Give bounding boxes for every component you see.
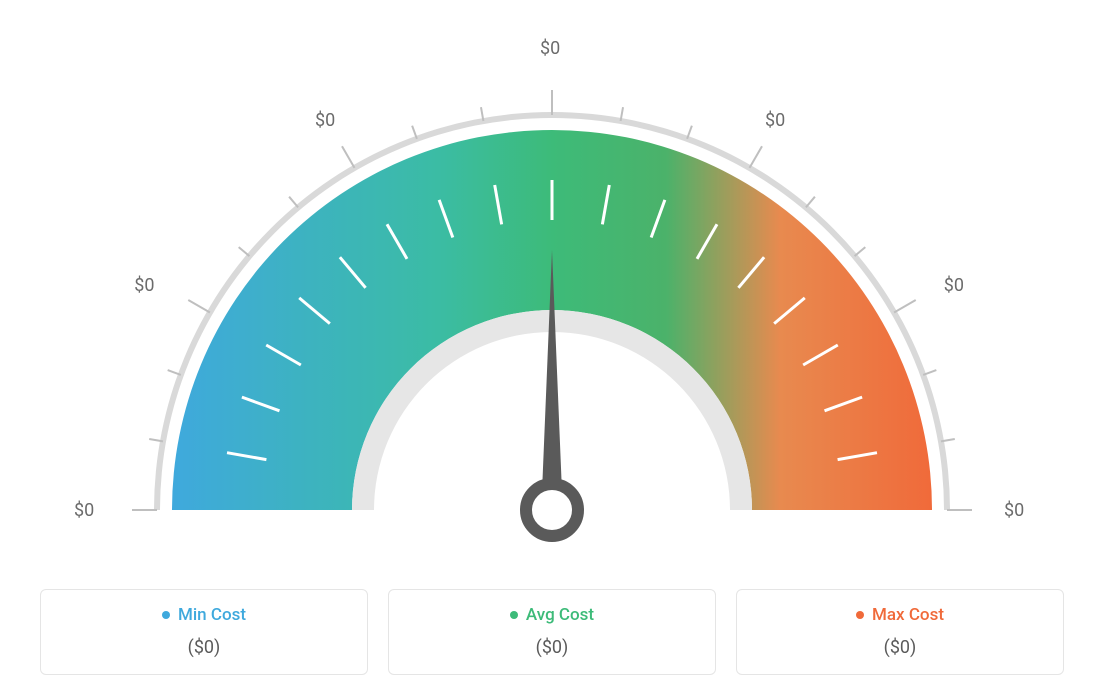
gauge-scale-label: $0 (74, 500, 94, 521)
legend-label-avg: Avg Cost (526, 605, 594, 625)
legend-title-avg: Avg Cost (510, 605, 594, 625)
legend-value-max: ($0) (747, 637, 1053, 658)
legend-value-min: ($0) (51, 637, 357, 658)
gauge-area: $0 $0 $0 $0 $0 $0 $0 (0, 0, 1104, 560)
legend-title-max: Max Cost (856, 605, 944, 625)
legend-value-avg: ($0) (399, 637, 705, 658)
legend-label-max: Max Cost (872, 605, 944, 625)
legend-dot-max (856, 611, 864, 619)
legend-label-min: Min Cost (178, 605, 246, 625)
gauge-scale-label: $0 (540, 38, 560, 59)
legend-dot-min (162, 611, 170, 619)
legend-card-avg: Avg Cost ($0) (388, 589, 716, 675)
gauge-scale-label: $0 (944, 275, 964, 296)
legend-card-min: Min Cost ($0) (40, 589, 368, 675)
gauge-scale-label: $0 (765, 110, 785, 131)
legend-row: Min Cost ($0) Avg Cost ($0) Max Cost ($0… (40, 589, 1064, 675)
gauge-scale-label: $0 (1004, 500, 1024, 521)
gauge-scale-label: $0 (315, 110, 335, 131)
cost-gauge-widget: $0 $0 $0 $0 $0 $0 $0 Min Cost ($0) Avg Cost ($… (0, 0, 1104, 690)
legend-dot-avg (510, 611, 518, 619)
gauge-scale-label: $0 (134, 275, 154, 296)
legend-card-max: Max Cost ($0) (736, 589, 1064, 675)
gauge-chart (42, 10, 1062, 570)
legend-title-min: Min Cost (162, 605, 246, 625)
